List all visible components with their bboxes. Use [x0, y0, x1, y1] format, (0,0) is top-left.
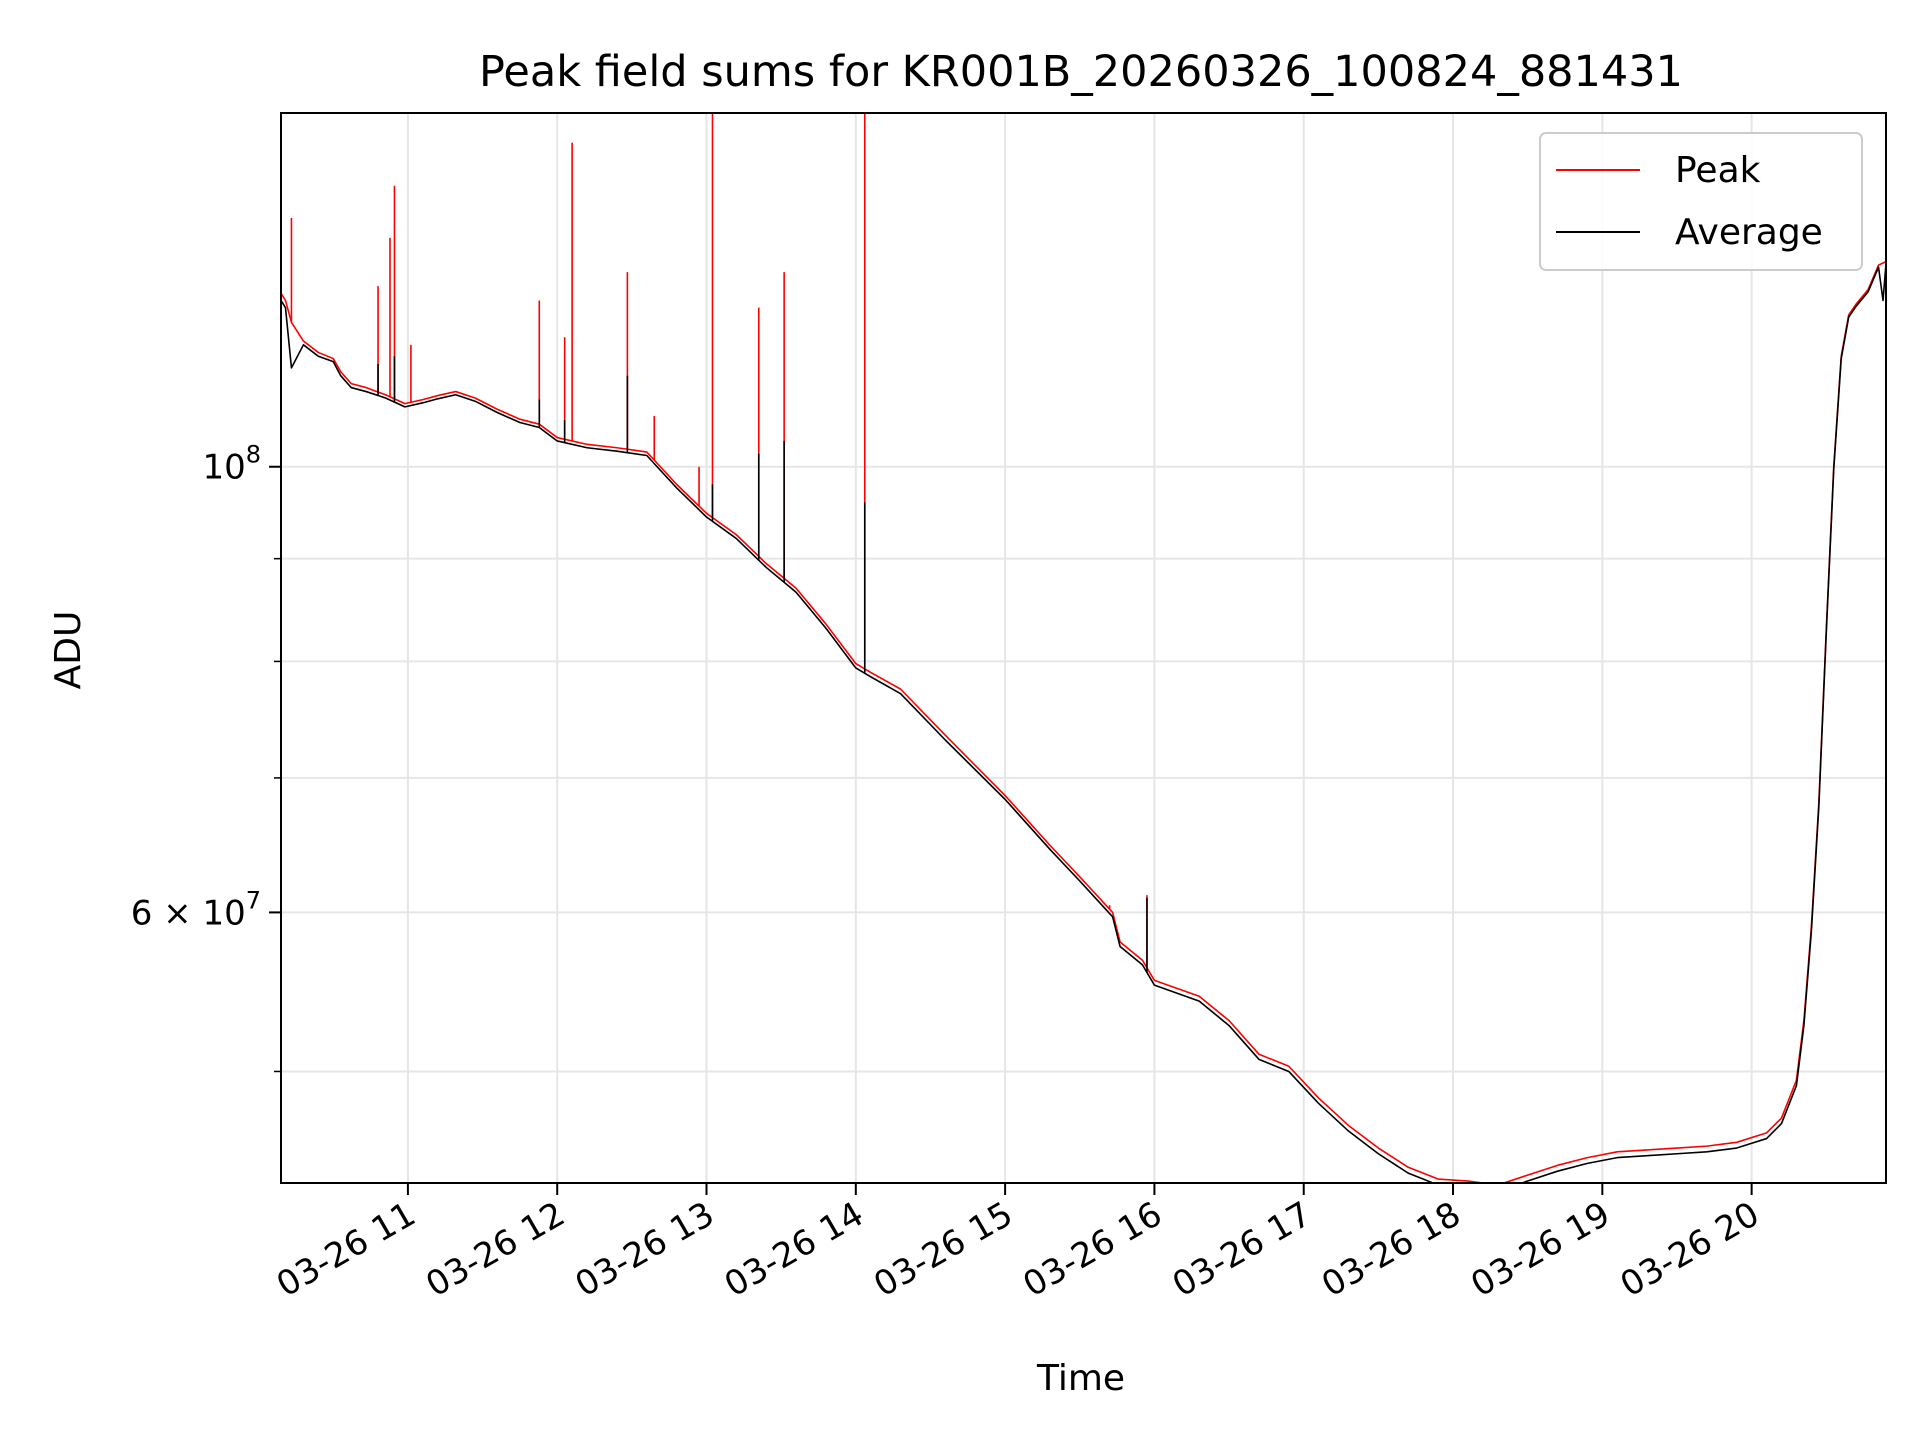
- grid: [281, 113, 1886, 1183]
- series-line-peak: [281, 260, 1886, 1183]
- y-axis-label: ADU: [48, 611, 89, 690]
- x-axis-label: Time: [1036, 1358, 1125, 1399]
- y-axis: 108 6 × 107: [131, 441, 281, 1073]
- y-tick-label: 108: [202, 441, 261, 488]
- y-tick-label: 6 × 107: [131, 886, 261, 933]
- series-line-average: [281, 263, 1886, 1183]
- legend-label-peak: Peak: [1675, 150, 1761, 191]
- plot-series: [281, 113, 1886, 1183]
- plot-frame: [280, 112, 1887, 1184]
- legend: Peak Average: [1539, 132, 1863, 271]
- chart-title: Peak field sums for KR001B_20260326_1008…: [479, 47, 1683, 97]
- legend-box: [1539, 132, 1863, 271]
- legend-label-average: Average: [1675, 212, 1823, 253]
